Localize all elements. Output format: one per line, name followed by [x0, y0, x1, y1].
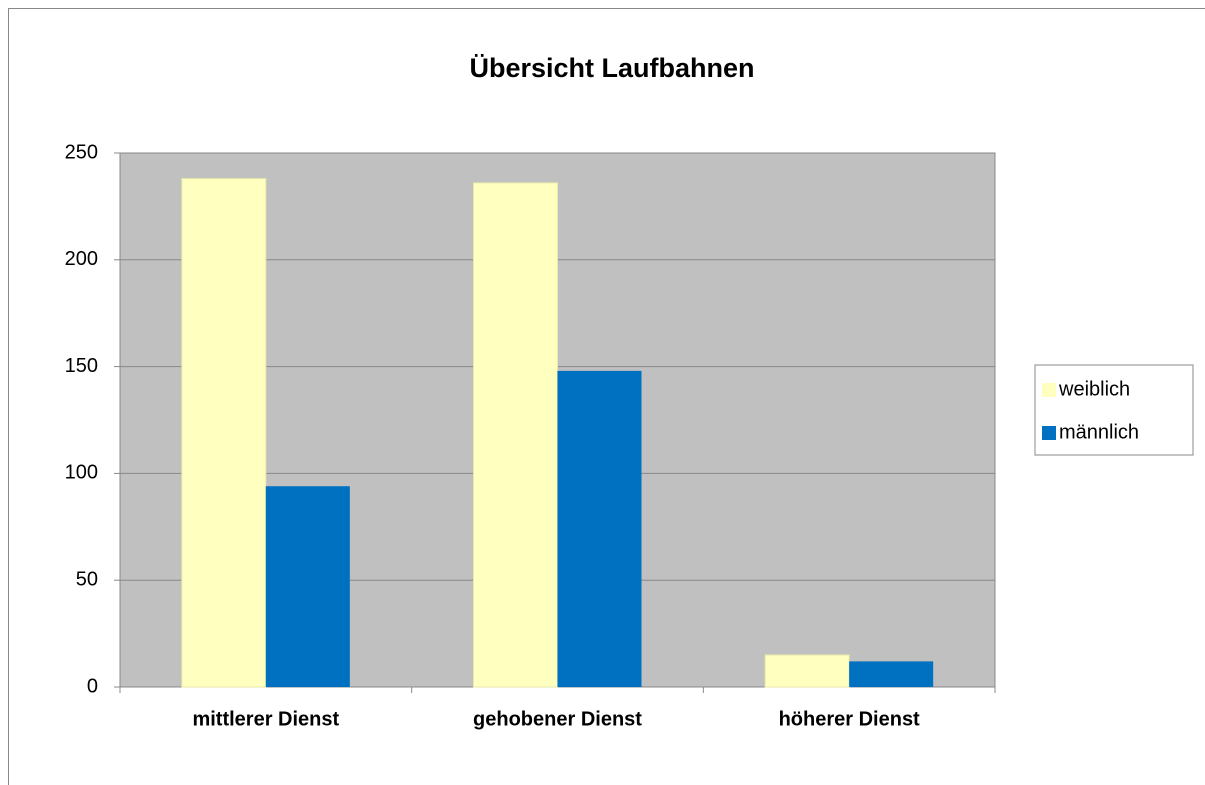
y-tick-label: 200: [65, 248, 98, 270]
y-tick-label: 150: [65, 355, 98, 377]
bar: [181, 178, 267, 688]
legend-swatch: [1042, 383, 1056, 397]
x-tick-label: höherer Dienst: [779, 708, 920, 730]
y-tick-label: 0: [87, 675, 98, 697]
x-tick-label: gehobener Dienst: [473, 708, 642, 730]
y-tick-label: 250: [65, 141, 98, 163]
y-tick-label: 100: [65, 462, 98, 484]
x-tick-label: mittlerer Dienst: [192, 708, 339, 730]
bar: [557, 370, 642, 687]
chart-title: Übersicht Laufbahnen: [469, 53, 754, 83]
legend-box: [1034, 364, 1194, 456]
legend-label: männlich: [1059, 421, 1139, 443]
bar: [764, 654, 850, 688]
bar: [265, 486, 350, 687]
bar: [849, 661, 934, 687]
bar: [473, 182, 558, 688]
legend-swatch: [1042, 426, 1056, 440]
y-tick-label: 50: [76, 568, 98, 590]
legend-label: weiblich: [1058, 378, 1130, 400]
